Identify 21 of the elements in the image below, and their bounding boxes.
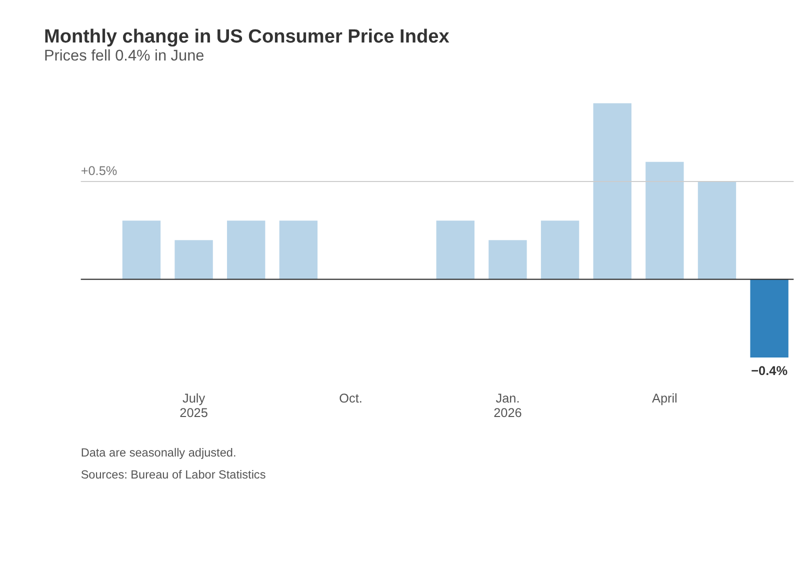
bar: [540, 220, 580, 280]
x-tick-label: July 2025: [180, 390, 208, 420]
source-note: Sources: Bureau of Labor Statistics: [80, 467, 266, 482]
chart-subtitle: Prices fell 0.4% in June: [44, 48, 204, 65]
x-tick-label: April: [652, 390, 678, 406]
bar: [750, 279, 788, 358]
x-tick-label: Jan. 2026: [494, 390, 522, 420]
bar: [174, 240, 213, 280]
bar: [279, 220, 318, 280]
text: Data are seasonally adjusted.: [80, 445, 236, 460]
bar: [122, 220, 161, 280]
x-tick-label: Oct.: [339, 390, 362, 406]
bar: [698, 181, 736, 280]
data-label: −0.4%: [751, 362, 788, 378]
bar: [593, 103, 632, 280]
bar: [488, 240, 527, 280]
chart-title: Monthly change in US Consumer Price Index: [44, 26, 450, 48]
bar: [646, 162, 684, 280]
bar: [227, 220, 266, 280]
bar: [436, 220, 474, 280]
ref-line-label: +0.5%: [80, 163, 118, 178]
